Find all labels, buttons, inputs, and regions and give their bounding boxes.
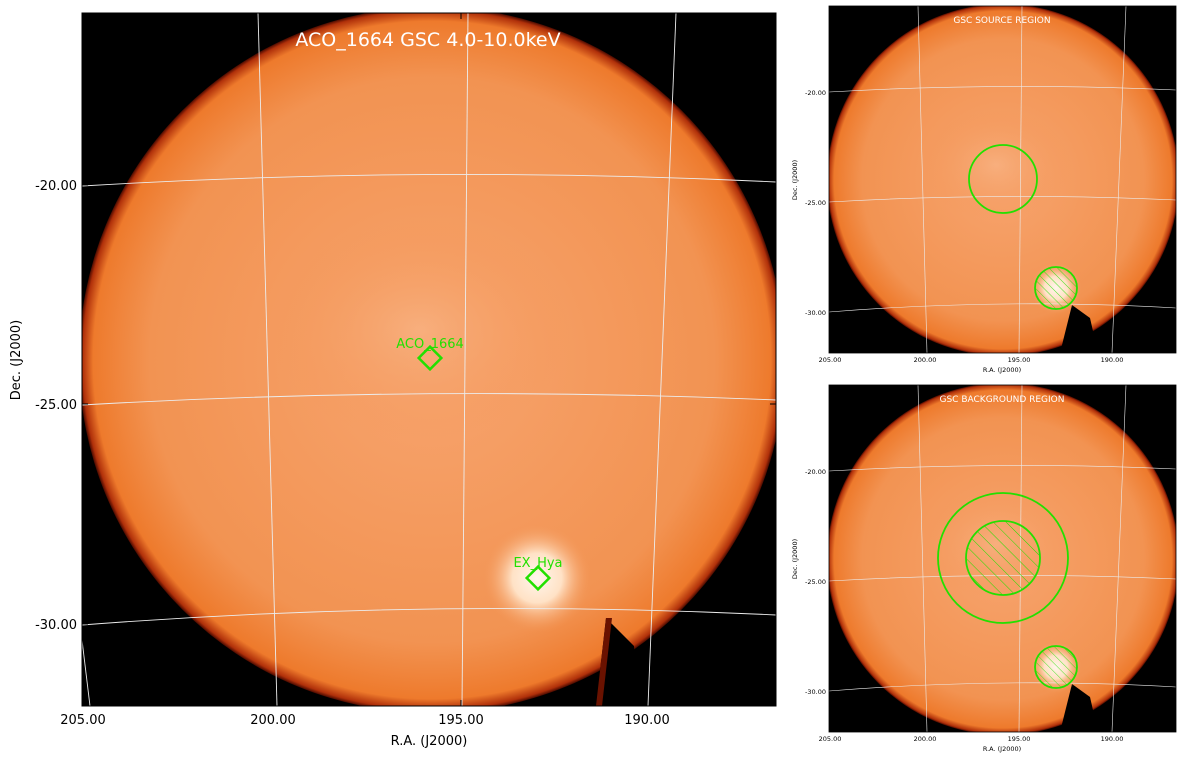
background-y-tick: -25.00 xyxy=(805,578,826,586)
main-x-tick: 200.00 xyxy=(250,713,296,728)
source-x-tick: 200.00 xyxy=(914,356,937,364)
main-y-tick: -20.00 xyxy=(35,179,77,194)
background-y-axis-label: Dec. (J2000) xyxy=(791,539,799,579)
main-x-tick: 195.00 xyxy=(438,713,484,728)
background-excluded-ex-hya-circle[interactable] xyxy=(1034,645,1078,689)
ex-hya-marker[interactable] xyxy=(524,564,552,592)
main-image-panel: ACO_1664 EX_Hya ACO_1664 GSC 4.0-10.0keV… xyxy=(9,12,777,749)
background-y-tick: -30.00 xyxy=(805,688,826,696)
source-x-tick: 190.00 xyxy=(1101,356,1124,364)
source-panel-title: GSC SOURCE REGION xyxy=(953,16,1050,26)
ex-hya-bright-emission xyxy=(482,523,592,633)
source-y-tick: -30.00 xyxy=(805,309,826,317)
source-x-tick: 205.00 xyxy=(819,356,842,364)
source-x-tick: 195.00 xyxy=(1008,356,1031,364)
background-annulus-inner-excluded[interactable] xyxy=(965,520,1041,596)
background-panel-title: GSC BACKGROUND REGION xyxy=(940,395,1065,405)
source-y-tick: -25.00 xyxy=(805,199,826,207)
aco-1664-marker[interactable] xyxy=(416,344,444,372)
source-region-panel: GSC SOURCE REGION 205.00 200.00 195.00 1… xyxy=(791,5,1177,374)
background-y-tick: -20.00 xyxy=(805,468,826,476)
aco-1664-label: ACO_1664 xyxy=(396,337,464,352)
background-x-tick: 195.00 xyxy=(1008,735,1031,743)
background-annulus-outer[interactable] xyxy=(937,492,1069,624)
main-tick-marks xyxy=(82,13,776,706)
source-y-tick: -20.00 xyxy=(805,89,826,97)
main-frame xyxy=(81,12,777,707)
source-x-axis-label: R.A. (J2000) xyxy=(983,366,1021,374)
main-x-tick: 205.00 xyxy=(60,713,106,728)
main-diffuse-emission xyxy=(270,220,570,440)
background-masked-notch xyxy=(1060,684,1098,732)
main-y-axis-label: Dec. (J2000) xyxy=(9,320,24,400)
ex-hya-label: EX_Hya xyxy=(513,556,562,571)
main-y-tick: -30.00 xyxy=(35,618,77,633)
main-x-tick: 190.00 xyxy=(624,713,670,728)
background-x-tick: 200.00 xyxy=(914,735,937,743)
background-x-tick: 205.00 xyxy=(819,735,842,743)
source-masked-notch xyxy=(1060,305,1098,353)
main-x-axis-label: R.A. (J2000) xyxy=(391,734,468,749)
source-region-circle[interactable] xyxy=(968,144,1038,214)
main-y-tick: -25.00 xyxy=(35,398,77,413)
background-x-tick: 190.00 xyxy=(1101,735,1124,743)
source-y-axis-label: Dec. (J2000) xyxy=(791,160,799,200)
background-region-panel: GSC BACKGROUND REGION 205.00 200.00 195.… xyxy=(791,384,1177,753)
main-panel-title: ACO_1664 GSC 4.0-10.0keV xyxy=(295,29,560,51)
source-excluded-ex-hya-circle[interactable] xyxy=(1034,266,1078,310)
background-x-axis-label: R.A. (J2000) xyxy=(983,745,1021,753)
main-coordinate-grid xyxy=(82,13,776,706)
